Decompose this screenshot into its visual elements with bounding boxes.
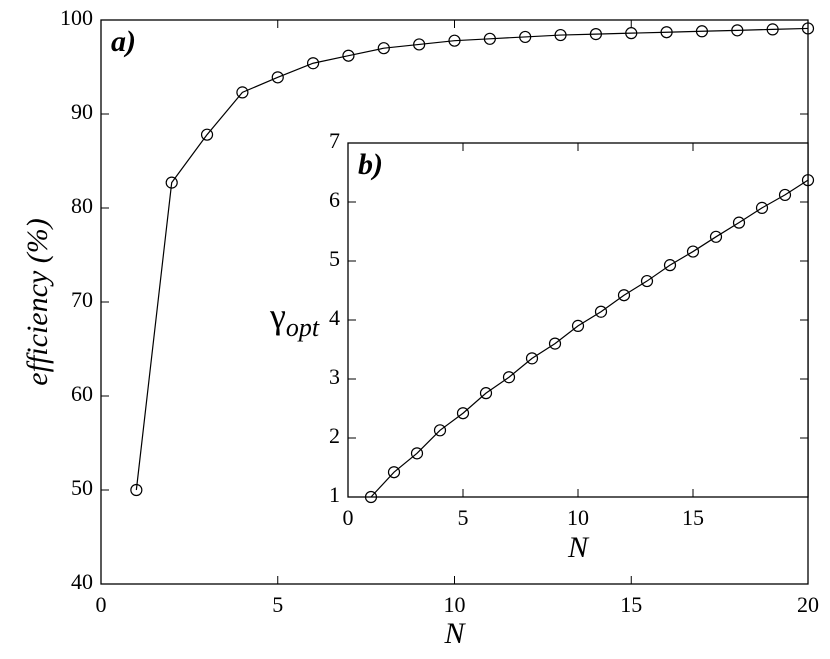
y-tick-label: 1 [329,482,340,507]
marker [766,23,779,36]
marker [548,337,562,350]
marker [801,22,815,35]
marker [589,27,603,41]
marker [377,42,390,55]
marker [571,319,585,332]
marker [660,26,673,39]
marker [594,305,608,318]
marker [709,230,723,243]
marker [732,216,746,229]
x-tick-label: 10 [444,592,466,617]
x-tick-label: 0 [343,505,354,530]
marker [307,57,320,70]
y-tick-label: 5 [329,246,340,271]
panel-label: a) [111,25,136,58]
x-tick-label: 0 [96,592,107,617]
x-tick-label: 10 [567,505,589,530]
marker [410,447,424,460]
x-tick-label: 5 [458,505,469,530]
marker [686,245,700,258]
y-tick-label: 3 [329,364,340,389]
y-axis-label: γopt [269,296,320,342]
marker [801,174,815,187]
x-tick-label: 15 [620,592,642,617]
y-tick-label: 7 [329,128,340,153]
x-axis-label: N [567,531,590,564]
marker [413,38,426,51]
y-axis-label: efficiency (%) [21,218,54,385]
marker [364,490,378,504]
marker [625,27,638,40]
marker [617,289,631,302]
marker [525,352,539,365]
y-tick-label: 40 [71,569,93,594]
panel-label: b) [358,148,383,181]
marker [731,24,744,37]
marker [342,49,355,62]
marker [456,407,470,420]
x-tick-label: 15 [682,505,704,530]
marker [519,30,532,44]
marker [640,274,654,288]
marker [502,371,516,384]
marker [236,86,249,99]
marker [479,387,493,400]
y-label-main: γ [269,296,286,336]
marker [165,176,178,189]
y-tick-label: 4 [329,305,340,330]
line [370,179,809,498]
y-tick-label: 6 [329,187,340,212]
marker [663,259,677,272]
marker [433,424,447,437]
marker [554,28,567,42]
marker [130,483,143,497]
y-tick-label: 100 [60,5,93,30]
marker [387,466,401,479]
y-tick-label: 80 [71,193,93,218]
y-tick-label: 90 [71,99,93,124]
marker [755,201,769,214]
marker [271,71,284,84]
x-axis-label: N [443,617,466,650]
x-tick-label: 20 [797,592,819,617]
marker [695,25,709,38]
y-label-subscript: opt [286,313,320,342]
marker [483,32,496,45]
marker [200,128,214,141]
y-tick-label: 2 [329,423,340,448]
y-tick-label: 60 [71,381,93,406]
marker [778,188,792,202]
y-tick-label: 70 [71,287,93,312]
x-tick-label: 5 [272,592,283,617]
y-tick-label: 50 [71,475,93,500]
marker [448,34,461,47]
